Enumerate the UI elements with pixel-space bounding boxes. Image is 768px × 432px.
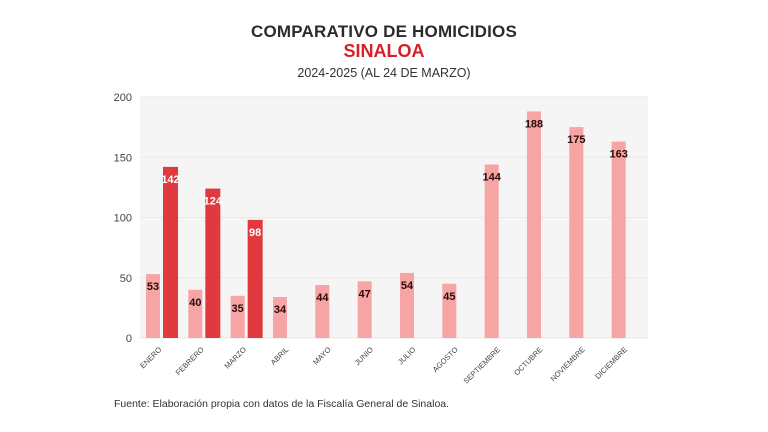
bar-2024 [527,111,541,339]
chart-subtitle: SINALOA [343,41,425,61]
y-tick-label: 200 [114,92,132,104]
data-label-2024: 144 [482,171,501,183]
chart-title: COMPARATIVO DE HOMICIDIOS [251,22,517,41]
data-label-2025: 98 [249,227,261,239]
data-label-2024: 40 [189,297,201,309]
x-tick-label: JULIO [396,345,418,367]
bar-2024 [273,297,287,338]
x-tick-label: NOVIEMBRE [549,345,587,383]
data-label-2024: 34 [274,304,287,316]
data-label-2024: 175 [567,134,585,146]
y-tick-label: 100 [114,213,132,225]
y-tick-label: 150 [114,152,132,164]
data-label-2024: 35 [232,303,244,315]
chart-period: 2024-2025 (AL 24 DE MARZO) [297,66,471,80]
bar-2024 [188,289,203,338]
bar-2024 [315,284,330,338]
data-label-2024: 44 [316,292,329,304]
data-label-2024: 45 [443,291,455,303]
x-tick-label: ABRIL [269,345,291,367]
data-label-2024: 163 [609,149,627,161]
data-label-2024: 53 [147,281,159,293]
x-tick-label: OCTUBRE [512,345,544,377]
bar-2024 [442,283,457,338]
data-label-2024: 47 [359,288,371,300]
x-tick-label: MAYO [311,345,333,367]
bar-2024 [230,295,245,338]
data-label-2025: 142 [161,174,179,186]
x-tick-label: DICIEMBRE [593,345,629,381]
bar-2024 [611,141,626,338]
data-label-2024: 54 [401,280,414,292]
source-note: Fuente: Elaboración propia con datos de … [114,398,450,410]
x-tick-label: JUNIO [353,345,375,367]
bar-2024 [484,164,499,338]
x-tick-label: SEPTIEMBRE [462,345,503,386]
x-tick-label: AGOSTO [431,345,460,374]
x-tick-label: MARZO [223,345,249,371]
bar-2024 [400,272,414,338]
x-tick-label: ENERO [138,345,163,370]
bar-2024 [357,281,372,338]
bar-2025 [163,166,178,338]
bar-2024 [146,274,160,338]
bar-2025 [247,219,263,338]
data-label-2025: 124 [204,196,223,208]
bar-2024 [569,127,584,338]
bar-2025 [205,188,221,338]
y-tick-label: 0 [126,333,132,345]
data-label-2024: 188 [525,118,543,130]
y-tick-label: 50 [120,273,132,285]
x-tick-label: FEBRERO [174,345,206,377]
